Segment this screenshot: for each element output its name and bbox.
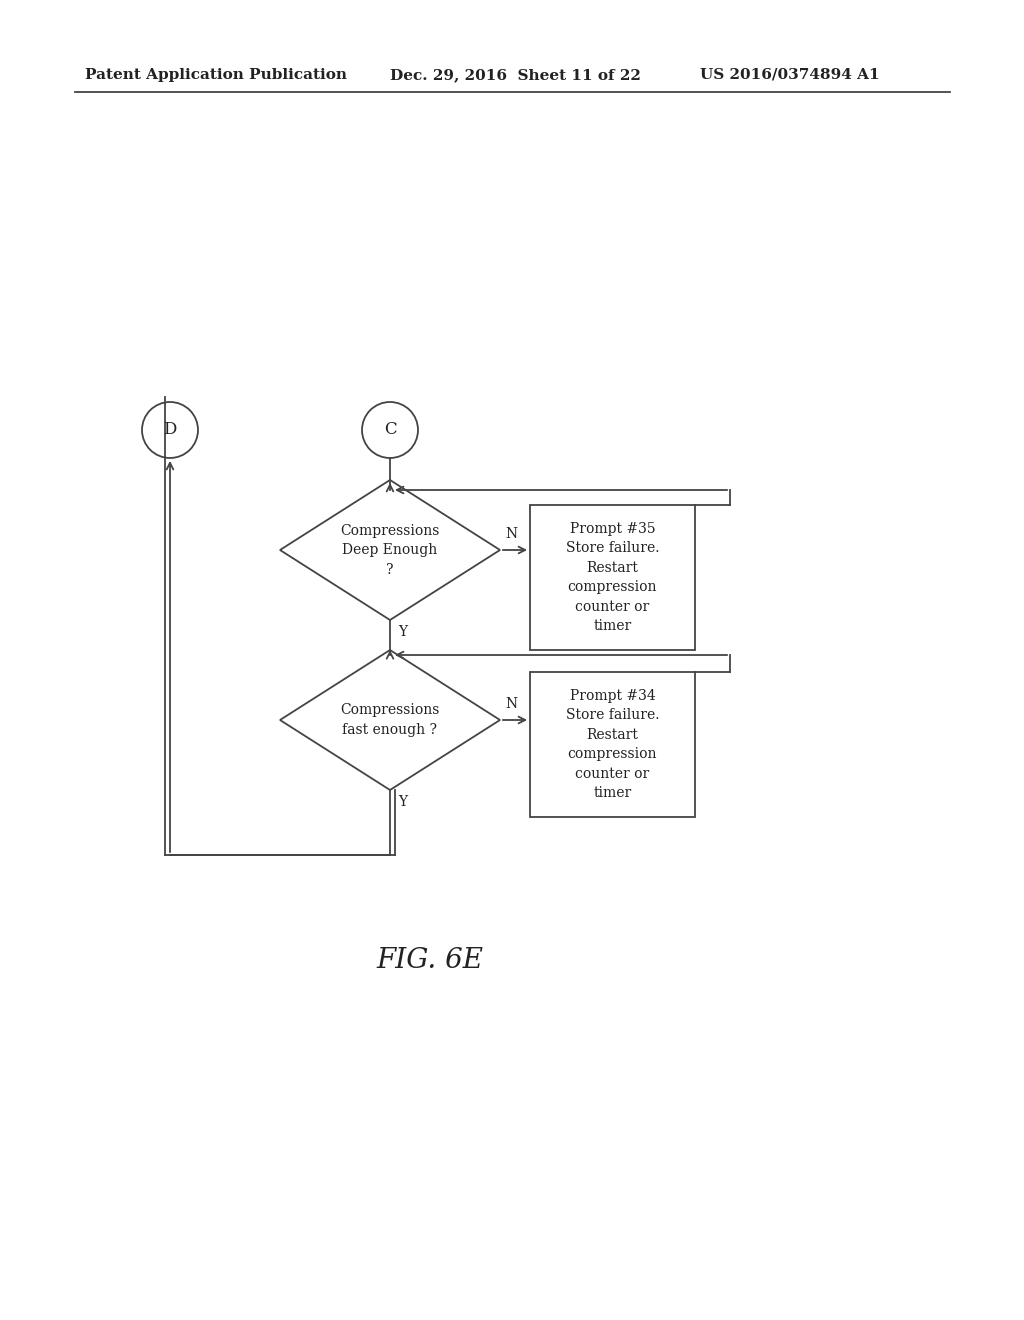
Text: N: N [505, 697, 517, 711]
Text: Prompt #35
Store failure.
Restart
compression
counter or
timer: Prompt #35 Store failure. Restart compre… [565, 521, 659, 634]
Text: Compressions
fast enough ?: Compressions fast enough ? [340, 704, 439, 737]
Text: Compressions
Deep Enough
?: Compressions Deep Enough ? [340, 524, 439, 577]
Text: FIG. 6E: FIG. 6E [377, 946, 483, 974]
Text: N: N [505, 527, 517, 541]
Text: Y: Y [398, 795, 408, 809]
Bar [530, 506, 695, 649]
Text: Dec. 29, 2016  Sheet 11 of 22: Dec. 29, 2016 Sheet 11 of 22 [390, 69, 641, 82]
Text: US 2016/0374894 A1: US 2016/0374894 A1 [700, 69, 880, 82]
Text: Prompt #34
Store failure.
Restart
compression
counter or
timer: Prompt #34 Store failure. Restart compre… [565, 689, 659, 800]
Text: D: D [163, 421, 177, 438]
Text: C: C [384, 421, 396, 438]
Bar [530, 672, 695, 817]
Text: Y: Y [398, 624, 408, 639]
Text: Patent Application Publication: Patent Application Publication [85, 69, 347, 82]
